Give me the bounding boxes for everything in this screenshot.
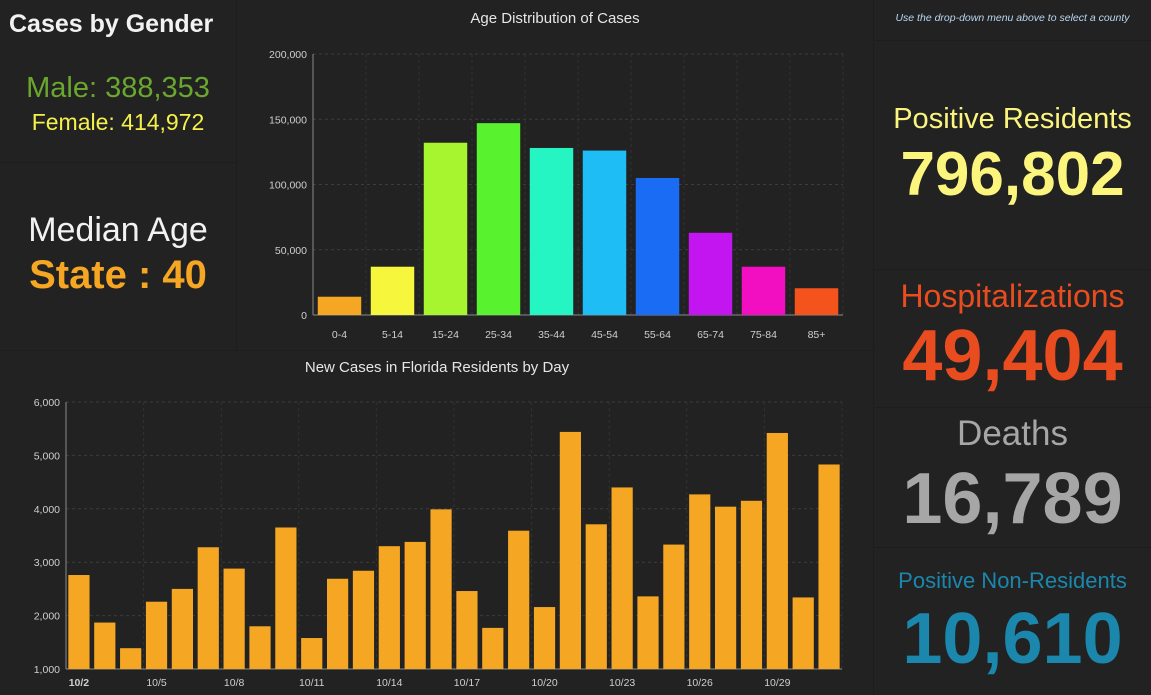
bar-10/7 [197, 547, 219, 669]
positive-residents-value: 796,802 [900, 140, 1125, 209]
bar-10/15 [404, 541, 426, 669]
bar-10/4 [120, 648, 142, 669]
bar-75-84 [741, 266, 786, 315]
bar-10/14 [378, 546, 400, 669]
female-count: Female: 414,972 [31, 109, 205, 135]
bar-65-74 [688, 232, 733, 315]
y-tick-label: 100,000 [269, 180, 307, 192]
y-tick-label: 6,000 [34, 397, 60, 409]
bar-10/21 [559, 431, 582, 669]
y-tick-label: 5,000 [34, 450, 60, 462]
bar-10/27 [714, 506, 737, 669]
deaths-panel: Deaths 16,789 [874, 408, 1151, 547]
x-tick-label: 10/23 [609, 677, 635, 689]
county-select-note: Use the drop-down menu above to select a… [895, 12, 1130, 24]
median-age-panel: Median Age State : 40 [0, 163, 236, 350]
daily-cases-panel: New Cases in Florida Residents by Day 1,… [0, 351, 873, 695]
bar-10/29 [766, 432, 788, 669]
x-tick-label: 75-84 [750, 329, 777, 341]
bar-10/31 [818, 464, 840, 669]
bar-10/17 [456, 591, 478, 669]
bar-10/3 [94, 622, 116, 669]
bar-10/5 [145, 601, 168, 669]
non-residents-value: 10,610 [902, 599, 1123, 679]
bar-5-14 [370, 266, 415, 315]
x-tick-label: 10/17 [454, 677, 480, 689]
bar-10/6 [171, 588, 194, 669]
age-distribution-chart: Age Distribution of Cases 0 50,000 100,000… [269, 10, 844, 341]
x-tick-label: 5-14 [382, 329, 403, 341]
bar-10/16 [430, 509, 452, 669]
male-count: Male: 388,353 [26, 72, 210, 104]
bar-10/25 [663, 544, 685, 669]
y-tick-label: 3,000 [34, 557, 60, 569]
deaths-label: Deaths [957, 414, 1068, 453]
hospitalizations-value: 49,404 [902, 316, 1123, 396]
bar-10/9 [249, 626, 271, 669]
bar-10/12 [326, 578, 349, 669]
bar-55-64 [635, 177, 680, 315]
positive-residents-panel: Positive Residents 796,802 [874, 41, 1151, 269]
y-tick-label: 200,000 [269, 49, 307, 61]
bar-10/23 [611, 487, 633, 669]
bar-10/11 [301, 638, 323, 669]
age-chart-title: Age Distribution of Cases [470, 10, 639, 27]
bar-10/20 [533, 607, 556, 669]
x-tick-label: 35-44 [538, 329, 565, 341]
bar-10/19 [508, 530, 530, 669]
non-residents-label: Positive Non-Residents [898, 568, 1127, 593]
x-tick-label: 10/2 [69, 677, 90, 689]
daily-cases-chart: New Cases in Florida Residents by Day 1,… [34, 359, 843, 689]
bar-10/2 [68, 575, 90, 669]
bar-0-4 [317, 296, 362, 315]
y-tick-label: 0 [301, 310, 307, 322]
bar-10/28 [740, 500, 763, 669]
x-tick-label: 45-54 [591, 329, 618, 341]
bar-15-24 [423, 142, 468, 315]
daily-chart-title: New Cases in Florida Residents by Day [305, 359, 570, 376]
x-tick-label: 10/8 [224, 677, 245, 689]
bar-85+ [794, 288, 839, 315]
hospitalizations-label: Hospitalizations [900, 278, 1125, 314]
y-tick-label: 150,000 [269, 114, 307, 126]
x-tick-label: 10/20 [531, 677, 557, 689]
median-age-value: State : 40 [29, 253, 207, 297]
x-tick-label: 25-34 [485, 329, 512, 341]
bar-45-54 [582, 150, 627, 315]
x-tick-label: 65-74 [697, 329, 724, 341]
positive-residents-label: Positive Residents [893, 103, 1132, 135]
deaths-value: 16,789 [902, 459, 1123, 539]
bar-10/26 [689, 494, 711, 669]
bar-10/10 [275, 527, 297, 669]
bar-10/8 [223, 568, 245, 669]
x-tick-label: 10/26 [687, 677, 713, 689]
bar-10/13 [352, 570, 375, 669]
x-tick-label: 55-64 [644, 329, 671, 341]
bar-10/18 [482, 627, 504, 669]
x-tick-label: 10/11 [299, 677, 325, 689]
non-residents-panel: Positive Non-Residents 10,610 [874, 548, 1151, 695]
bar-35-44 [529, 147, 574, 315]
median-age-label: Median Age [28, 211, 208, 249]
y-tick-label: 4,000 [34, 504, 60, 516]
bar-10/22 [585, 524, 607, 669]
x-tick-label: 10/29 [764, 677, 790, 689]
x-tick-label: 0-4 [332, 329, 347, 341]
y-tick-label: 2,000 [34, 611, 60, 623]
bar-25-34 [476, 123, 521, 315]
age-distribution-panel: Age Distribution of Cases 0 50,000 100,000… [237, 0, 873, 350]
bar-10/24 [637, 596, 659, 669]
x-tick-label: 10/14 [376, 677, 402, 689]
hospitalizations-panel: Hospitalizations 49,404 [874, 270, 1151, 407]
x-tick-label: 10/5 [146, 677, 167, 689]
y-tick-label: 1,000 [34, 664, 60, 676]
x-tick-label: 85+ [808, 329, 826, 341]
county-note-panel: Use the drop-down menu above to select a… [874, 0, 1151, 40]
gender-title: Cases by Gender [9, 10, 214, 38]
bar-10/30 [792, 597, 814, 669]
y-tick-label: 50,000 [275, 245, 307, 257]
cases-by-gender-panel: Cases by Gender Male: 388,353 Female: 41… [0, 0, 236, 162]
x-tick-label: 15-24 [432, 329, 459, 341]
